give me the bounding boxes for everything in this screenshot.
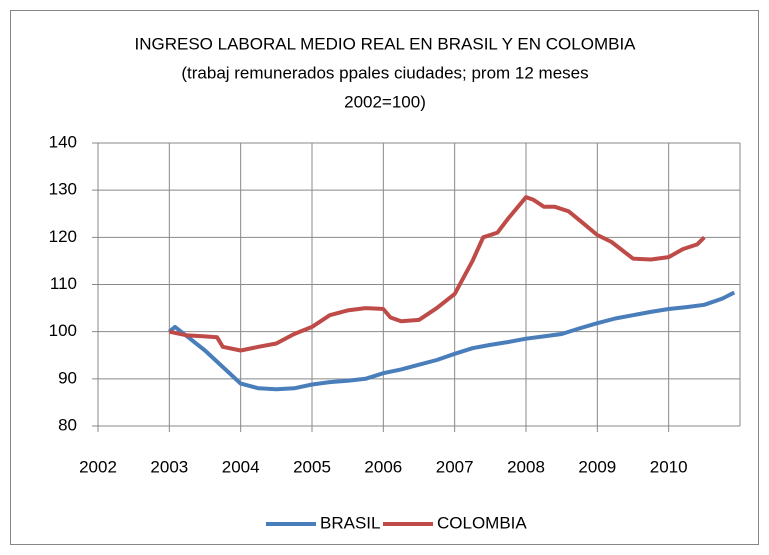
line-series: [168, 195, 706, 353]
y-tick-label: 90: [58, 368, 77, 387]
x-tick-label: 2008: [507, 457, 545, 476]
y-tick-label: 80: [58, 415, 77, 434]
x-tick-label: 2002: [79, 457, 117, 476]
x-tick-label: 2007: [436, 457, 474, 476]
x-tick-label: 2010: [650, 457, 688, 476]
x-tick-label: 2009: [578, 457, 616, 476]
x-tick-label: 2004: [222, 457, 260, 476]
y-tick-label: 100: [49, 321, 77, 340]
y-tick-label: 140: [49, 132, 77, 151]
chart-title: INGRESO LABORAL MEDIO REAL EN BRASIL Y E…: [134, 34, 636, 53]
y-tick-label: 120: [49, 227, 77, 246]
x-tick-label: 2006: [364, 457, 402, 476]
line-series: [168, 290, 736, 392]
chart-subtitle: 2002=100): [344, 92, 426, 111]
chart-subtitle: (trabaj remunerados ppales ciudades; pro…: [181, 63, 588, 82]
chart-border: [10, 10, 759, 545]
x-tick-label: 2003: [150, 457, 188, 476]
legend-label: BRASIL: [320, 513, 380, 532]
y-tick-label: 130: [49, 180, 77, 199]
y-tick-label: 110: [50, 274, 77, 293]
x-tick-label: 2005: [293, 457, 331, 476]
legend-label: COLOMBIA: [437, 513, 527, 532]
